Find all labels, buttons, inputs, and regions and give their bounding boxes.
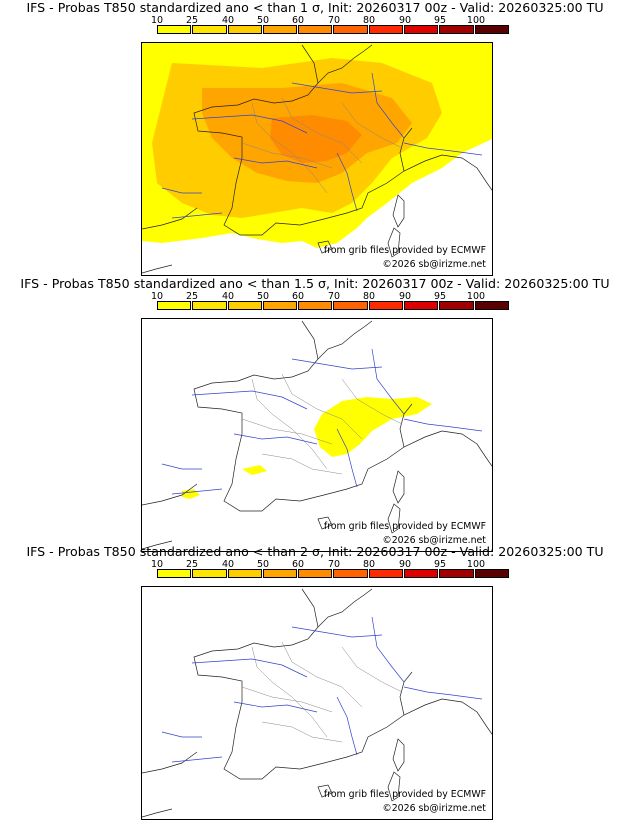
colorbar-swatch (404, 25, 439, 34)
colorbar-swatch (262, 25, 298, 34)
map-panel-2: IFS - Probas T850 standardized ano < tha… (0, 276, 630, 552)
colorbar-swatch (439, 25, 474, 34)
colorbar-tick-label: 90 (398, 291, 412, 302)
colorbar-tick-label: 10 (150, 291, 164, 302)
colorbar-tick-label: 100 (466, 559, 486, 570)
colorbar-swatch (192, 569, 227, 578)
probability-area-60 (270, 115, 362, 163)
colorbar-tick-label: 60 (291, 291, 305, 302)
coastlines (142, 44, 492, 274)
map-credit-copyright: ©2026 sb@irizme.net (382, 535, 486, 546)
colorbar-labels: 10 25 40 50 60 70 80 90 95 100 (138, 15, 498, 26)
map-canvas (142, 43, 492, 274)
colorbar-tick-label: 70 (327, 15, 341, 26)
colorbar-tick-label: 95 (433, 15, 447, 26)
probability-map: from grib files provided by ECMWF ©2026 … (141, 42, 493, 276)
colorbar-tick-label: 40 (221, 291, 235, 302)
colorbar-swatch (439, 569, 474, 578)
colorbar-tick-label: 90 (398, 559, 412, 570)
map-panel-1: IFS - Probas T850 standardized ano < tha… (0, 0, 630, 276)
colorbar-swatch (333, 569, 368, 578)
panel-title: IFS - Probas T850 standardized ano < tha… (26, 0, 604, 15)
colorbar-swatch (157, 301, 192, 310)
colorbar (157, 301, 510, 310)
colorbar-tick-label: 95 (433, 559, 447, 570)
colorbar-swatch (368, 301, 404, 310)
colorbar-tick-label: 25 (185, 15, 199, 26)
region-borders (241, 641, 403, 743)
colorbar-swatch (298, 301, 333, 310)
probability-map: from grib files provided by ECMWF ©2026 … (141, 586, 493, 820)
colorbar-tick-label: 50 (256, 559, 270, 570)
colorbar-swatch (227, 301, 262, 310)
probability-map: from grib files provided by ECMWF ©2026 … (141, 318, 493, 552)
colorbar-tick-label: 70 (327, 559, 341, 570)
colorbar-tick-label: 60 (291, 559, 305, 570)
colorbar-swatch (333, 25, 368, 34)
colorbar-tick-label: 50 (256, 15, 270, 26)
colorbar-swatch (474, 569, 509, 578)
colorbar-swatch (298, 569, 333, 578)
region-borders (241, 373, 403, 475)
colorbar-tick-label: 25 (185, 291, 199, 302)
colorbar-swatch (262, 301, 298, 310)
coastlines (142, 320, 492, 550)
colorbar-swatch (298, 25, 333, 34)
colorbar-tick-label: 95 (433, 291, 447, 302)
colorbar-swatch (192, 25, 227, 34)
colorbar-labels: 10 25 40 50 60 70 80 90 95 100 (138, 559, 498, 570)
colorbar-swatch (404, 569, 439, 578)
probability-area-10 (182, 489, 200, 499)
rivers (161, 616, 483, 763)
colorbar-tick-label: 100 (466, 291, 486, 302)
colorbar-swatch (157, 25, 192, 34)
rivers (161, 348, 483, 495)
colorbar-tick-label: 40 (221, 559, 235, 570)
coastlines (142, 588, 492, 818)
panel-title: IFS - Probas T850 standardized ano < tha… (20, 276, 610, 291)
map-credit-copyright: ©2026 sb@irizme.net (382, 803, 486, 814)
colorbar-tick-label: 10 (150, 559, 164, 570)
map-canvas (142, 320, 492, 550)
colorbar-tick-label: 70 (327, 291, 341, 302)
panel-title: IFS - Probas T850 standardized ano < tha… (26, 544, 604, 559)
colorbar-swatch (368, 25, 404, 34)
colorbar-tick-label: 25 (185, 559, 199, 570)
probability-area-10 (314, 397, 432, 457)
colorbar-labels: 10 25 40 50 60 70 80 90 95 100 (138, 291, 498, 302)
colorbar-tick-label: 60 (291, 15, 305, 26)
map-credit-source: from grib files provided by ECMWF (323, 245, 486, 256)
colorbar-tick-label: 80 (362, 15, 376, 26)
map-credit-copyright: ©2026 sb@irizme.net (382, 259, 486, 270)
colorbar-tick-label: 10 (150, 15, 164, 26)
colorbar-swatch (192, 301, 227, 310)
colorbar-swatch (404, 301, 439, 310)
map-credit-source: from grib files provided by ECMWF (323, 521, 486, 532)
map-panel-3: IFS - Probas T850 standardized ano < tha… (0, 544, 630, 820)
probability-area-10 (242, 465, 267, 475)
region-borders (241, 97, 403, 194)
colorbar (157, 569, 510, 578)
colorbar-swatch (157, 569, 192, 578)
colorbar-tick-label: 80 (362, 559, 376, 570)
colorbar-swatch (227, 569, 262, 578)
colorbar-tick-label: 50 (256, 291, 270, 302)
colorbar-swatch (262, 569, 298, 578)
colorbar-tick-label: 80 (362, 291, 376, 302)
colorbar-swatch (368, 569, 404, 578)
map-canvas (142, 588, 492, 818)
map-credit-source: from grib files provided by ECMWF (323, 789, 486, 800)
colorbar-swatch (474, 25, 509, 34)
colorbar (157, 25, 510, 34)
rivers (161, 72, 483, 219)
colorbar-tick-label: 40 (221, 15, 235, 26)
colorbar-swatch (333, 301, 368, 310)
colorbar-tick-label: 90 (398, 15, 412, 26)
colorbar-swatch (439, 301, 474, 310)
colorbar-swatch (474, 301, 509, 310)
colorbar-swatch (227, 25, 262, 34)
colorbar-tick-label: 100 (466, 15, 486, 26)
